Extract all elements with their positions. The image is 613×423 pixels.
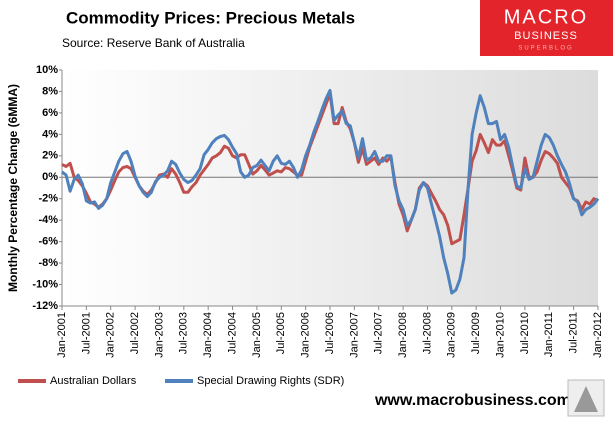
x-tick-label: Jan-2005 — [251, 312, 263, 358]
y-tick-label: 10% — [36, 64, 58, 76]
y-tick-label: 8% — [42, 85, 58, 97]
x-tick-label: Jan-2011 — [543, 312, 555, 357]
x-tick-label: Jul-2006 — [324, 312, 336, 354]
footer: www.macrobusiness.com.au — [374, 392, 594, 409]
x-tick-label: Jan-2006 — [300, 312, 312, 358]
x-tick-label: Jul-2002 — [129, 312, 141, 354]
y-tick-label: -12% — [32, 300, 58, 312]
x-tick-label: Jul-2010 — [519, 312, 531, 354]
x-tick-label: Jan-2002 — [105, 312, 117, 358]
legend-label: Special Drawing Rights (SDR) — [197, 375, 344, 387]
y-tick-label: 4% — [42, 128, 58, 140]
y-tick-label: 6% — [42, 107, 58, 119]
y-tick-label: -4% — [38, 214, 58, 226]
x-tick-label: Jul-2011 — [568, 312, 580, 353]
x-tick-label: Jul-2003 — [178, 312, 190, 354]
chart-title: Commodity Prices: Precious Metals — [66, 8, 355, 27]
x-tick-label: Jan-2008 — [397, 312, 409, 358]
x-tick-label: Jan-2010 — [494, 312, 506, 358]
x-tick-label: Jul-2008 — [421, 312, 433, 354]
x-tick-label: Jan-2012 — [592, 312, 604, 358]
logo-text: MACRO — [504, 6, 588, 28]
x-tick-label: Jan-2001 — [56, 312, 68, 358]
x-tick-label: Jan-2007 — [348, 312, 360, 358]
x-tick-label: Jul-2004 — [226, 312, 238, 354]
y-axis-label: Monthly Percentage Change (6MMA) — [6, 84, 20, 292]
y-tick-label: -10% — [32, 278, 58, 290]
x-tick-label: Jul-2001 — [80, 312, 92, 354]
y-tick-label: -8% — [38, 257, 58, 269]
legend-label: Australian Dollars — [50, 375, 137, 387]
x-tick-label: Jan-2009 — [446, 312, 458, 358]
x-tick-label: Jul-2005 — [275, 312, 287, 354]
logo-box — [480, 0, 613, 56]
x-tick-label: Jul-2009 — [470, 312, 482, 354]
x-tick-label: Jan-2004 — [202, 312, 214, 358]
x-tick-label: Jul-2007 — [373, 312, 385, 354]
y-tick-label: -2% — [38, 193, 58, 205]
wolf-icon — [567, 379, 605, 417]
y-tick-label: 0% — [42, 171, 58, 183]
logo-text: SUPERBLOG — [518, 46, 573, 52]
y-tick-label: -6% — [38, 236, 58, 248]
chart-subtitle: Source: Reserve Bank of Australia — [62, 36, 245, 50]
line-series — [61, 88, 600, 295]
y-tick-label: 2% — [42, 150, 58, 162]
logo-text: BUSINESS — [514, 30, 578, 42]
x-tick-label: Jan-2003 — [153, 312, 165, 358]
